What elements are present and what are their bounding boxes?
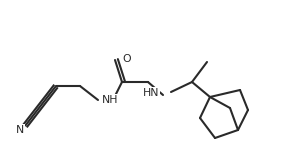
- Text: HN: HN: [143, 88, 159, 98]
- Text: N: N: [16, 125, 24, 135]
- Text: NH: NH: [102, 95, 119, 105]
- Text: O: O: [122, 54, 131, 64]
